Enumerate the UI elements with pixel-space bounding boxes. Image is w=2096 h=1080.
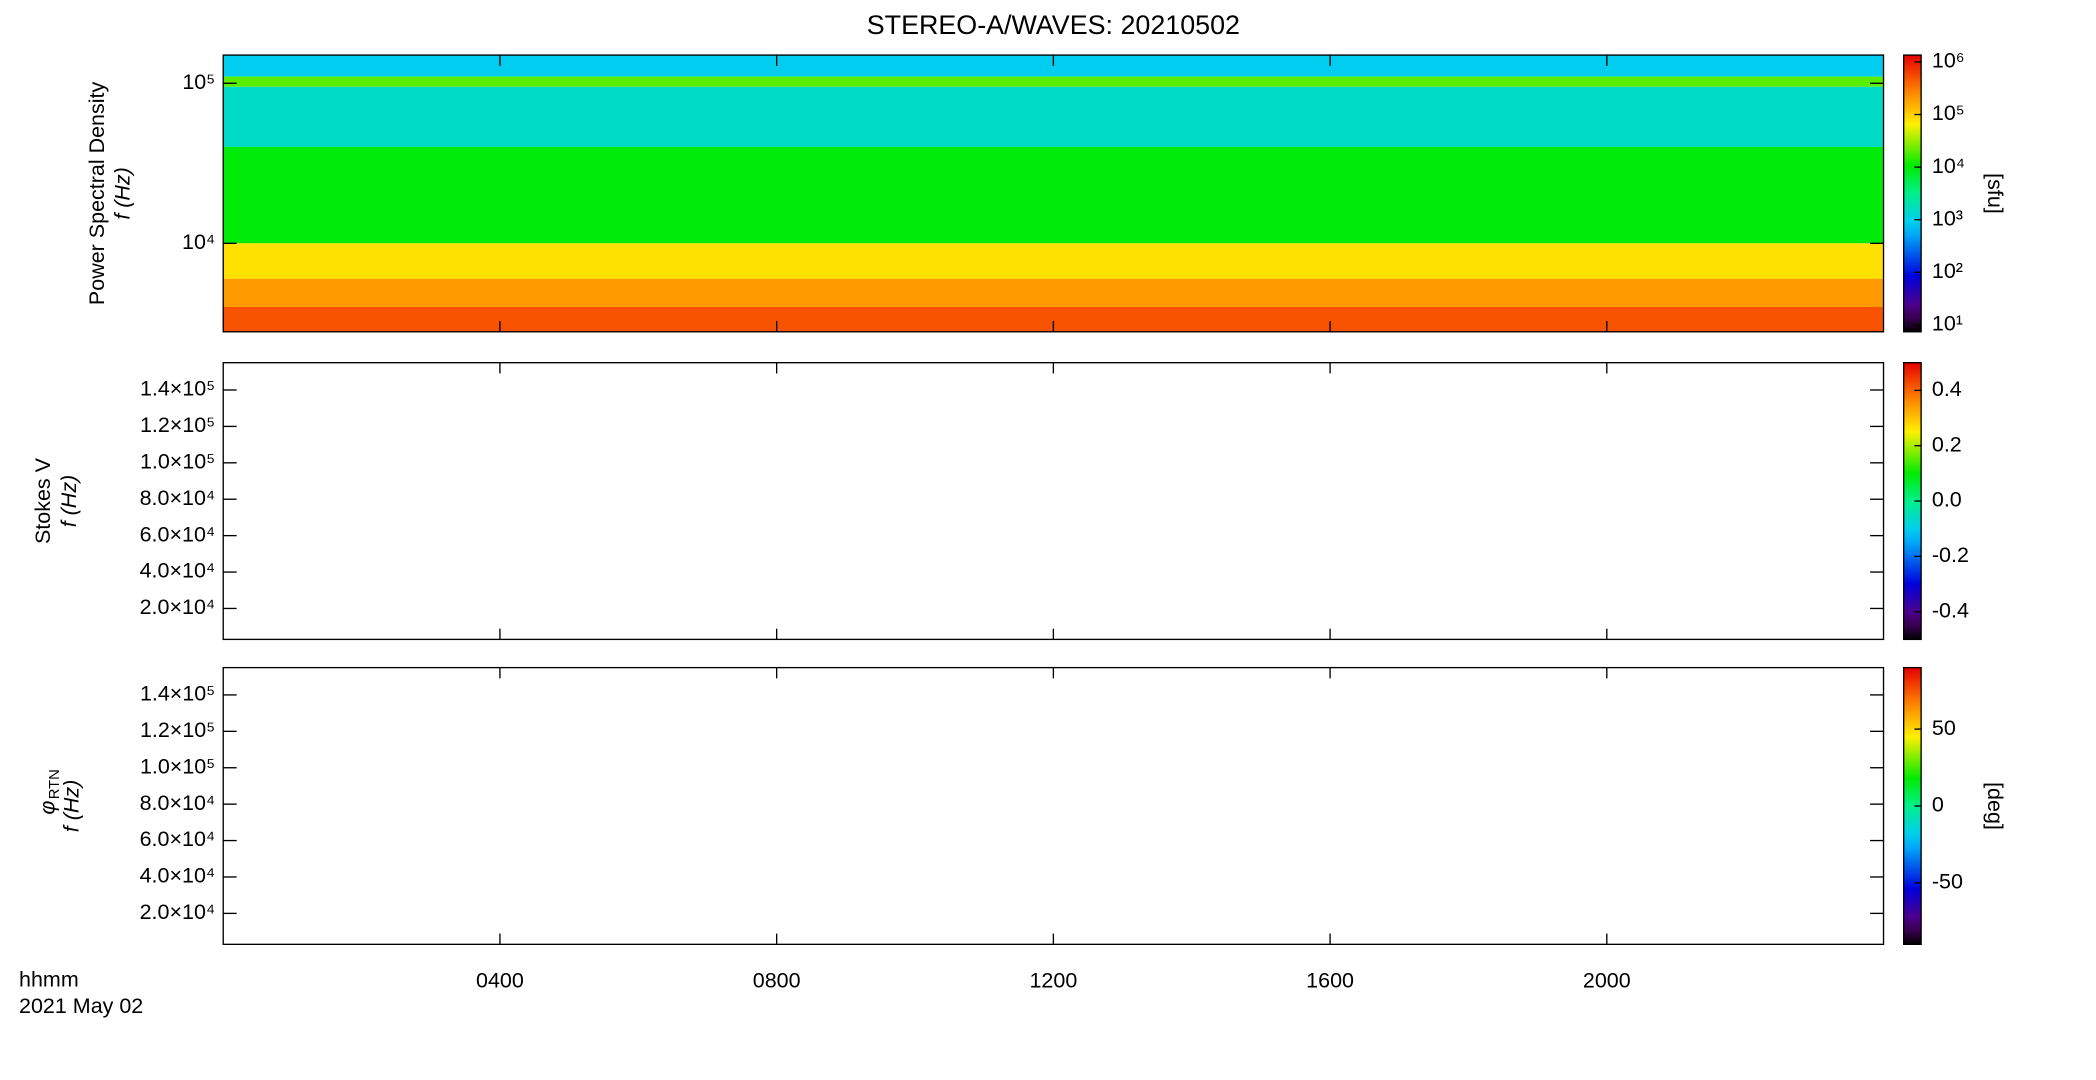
x-axis-label: 2021 May 02 [19, 994, 143, 1018]
colorbar-tick-label: 10⁴ [1932, 154, 1965, 178]
y-axis-label-group: φ RTN [35, 769, 63, 814]
colorbar-tick-label: 0.2 [1932, 432, 1962, 456]
y-axis-label: Power Spectral Density [85, 82, 109, 306]
y-axis-label-sub: RTN [47, 769, 63, 799]
y-tick-label: 10⁴ [182, 230, 215, 254]
colorbar-tick-label: -0.4 [1932, 598, 1969, 622]
y-tick-label: 4.0×10⁴ [140, 864, 216, 888]
y-tick-label: 1.4×10⁵ [140, 682, 215, 706]
x-tick-label: 1600 [1306, 969, 1354, 993]
y-axis-label: Stokes V [31, 457, 55, 544]
y-axis-label: φ [35, 801, 59, 815]
y-tick-label: 1.2×10⁵ [140, 718, 215, 742]
colorbar-tick-label: 0 [1932, 793, 1944, 817]
colorbar-tick-label: 10⁶ [1932, 49, 1965, 73]
y-tick-label: 2.0×10⁴ [140, 595, 216, 619]
figure-title: STEREO-A/WAVES: 20210502 [867, 10, 1240, 40]
y-tick-label: 1.0×10⁵ [140, 449, 215, 473]
x-tick-label: 2000 [1583, 969, 1631, 993]
colorbar-tick-label: 0.0 [1932, 488, 1962, 512]
spectrogram-band [223, 76, 1884, 87]
x-tick-label: 0800 [753, 969, 801, 993]
colorbar-tick-label: -50 [1932, 870, 1963, 894]
colorbar-tick-label: 10² [1932, 259, 1963, 283]
y-tick-label: 8.0×10⁴ [140, 486, 216, 510]
y-tick-label: 1.4×10⁵ [140, 377, 215, 401]
y-tick-label: 10⁵ [182, 70, 215, 94]
y-tick-label: 1.0×10⁵ [140, 754, 215, 778]
spectrogram-band [223, 146, 1884, 244]
y-axis-label: f (Hz) [59, 780, 83, 833]
spectrogram-band [223, 243, 1884, 279]
y-tick-label: 4.0×10⁴ [140, 559, 216, 583]
y-tick-label: 1.2×10⁵ [140, 413, 215, 437]
colorbar-tick-label: 50 [1932, 716, 1956, 740]
x-tick-label: 1200 [1029, 969, 1077, 993]
colorbar-label: [sfu] [1983, 173, 2007, 214]
spectrogram-band [223, 86, 1884, 147]
colorbar-tick-label: 10¹ [1932, 312, 1963, 336]
x-tick-label: 0400 [476, 969, 524, 993]
colorbar [1903, 54, 1922, 333]
y-tick-label: 2.0×10⁴ [140, 900, 216, 924]
spectrogram-band [223, 278, 1884, 307]
y-axis-label: f (Hz) [57, 475, 81, 528]
y-tick-label: 6.0×10⁴ [140, 827, 216, 851]
plot-frame [222, 362, 1885, 641]
colorbar-label: [deg] [1983, 782, 2007, 830]
y-tick-label: 6.0×10⁴ [140, 522, 216, 546]
colorbar-tick-label: 10⁵ [1932, 101, 1965, 125]
y-tick-label: 8.0×10⁴ [140, 791, 216, 815]
colorbar-tick-label: -0.2 [1932, 543, 1969, 567]
x-axis-label: hhmm [19, 967, 79, 991]
colorbar-tick-label: 10³ [1932, 206, 1963, 230]
spectrogram-band [223, 55, 1884, 77]
y-axis-label: f (Hz) [110, 167, 134, 220]
plot-frame [222, 666, 1885, 945]
colorbar-tick-label: 0.4 [1932, 377, 1962, 401]
